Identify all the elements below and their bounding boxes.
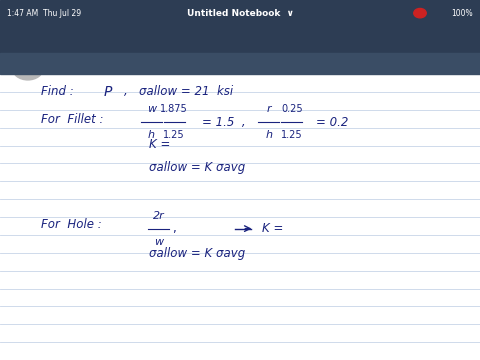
Text: P: P <box>103 85 111 99</box>
Text: 1.25: 1.25 <box>163 130 185 140</box>
Text: 1:47 AM  Thu Jul 29: 1:47 AM Thu Jul 29 <box>7 9 81 18</box>
Text: σallow = K σavg: σallow = K σavg <box>149 161 245 174</box>
Text: 100%: 100% <box>451 9 473 18</box>
Text: For  Hole :: For Hole : <box>41 219 102 231</box>
Text: = 0.2: = 0.2 <box>316 116 348 129</box>
Text: r: r <box>266 104 271 114</box>
Text: K =: K = <box>149 138 170 150</box>
Text: h: h <box>265 130 272 140</box>
Text: K =: K = <box>262 222 283 235</box>
Text: w: w <box>154 237 163 247</box>
Text: ,: , <box>172 222 176 235</box>
Bar <box>0 53 480 74</box>
Text: ,   σallow = 21  ksi: , σallow = 21 ksi <box>124 85 233 98</box>
Bar <box>0 74 480 360</box>
Text: 2r: 2r <box>153 211 164 221</box>
Text: 1.25: 1.25 <box>281 130 303 140</box>
Text: = 1.5  ,: = 1.5 , <box>202 116 246 129</box>
Text: w: w <box>146 104 156 114</box>
Text: h: h <box>148 130 155 140</box>
Text: Untitled Notebook  ∨: Untitled Notebook ∨ <box>187 9 293 18</box>
Text: 1.875: 1.875 <box>160 104 188 114</box>
Bar <box>0 26 480 53</box>
Text: 0.25: 0.25 <box>281 104 303 114</box>
Circle shape <box>414 8 426 18</box>
Circle shape <box>12 57 43 80</box>
Text: σallow = K σavg: σallow = K σavg <box>149 247 245 260</box>
Bar <box>0 0 480 26</box>
Text: For  Fillet :: For Fillet : <box>41 113 103 126</box>
Text: Find :: Find : <box>41 85 73 98</box>
